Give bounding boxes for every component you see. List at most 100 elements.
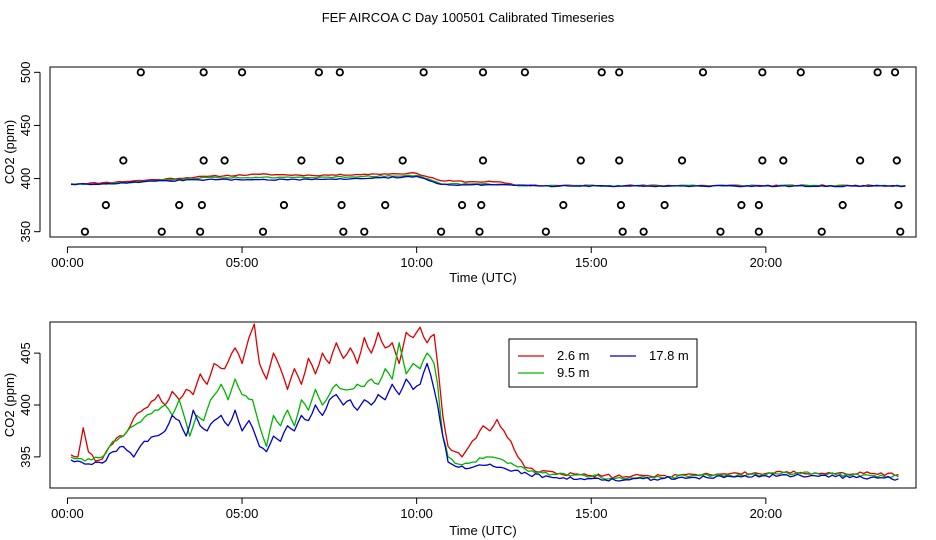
calibration-point [677, 156, 687, 165]
calibration-point [541, 227, 550, 236]
calibration-point [477, 201, 486, 210]
calibration-point [615, 68, 624, 77]
calibration-point [199, 68, 208, 77]
calibration-point [360, 227, 369, 236]
calibration-point [337, 201, 346, 210]
calibration-point [436, 227, 446, 236]
calibration-point [419, 68, 428, 77]
calibration-point [80, 227, 90, 236]
calibration-point [197, 201, 206, 210]
calibration-point [754, 227, 763, 236]
calibration-point [890, 68, 900, 77]
calibration-point [475, 227, 484, 236]
calibration-point [779, 156, 788, 165]
calibration-point [478, 68, 488, 77]
calibration-point [873, 68, 882, 77]
bottom-x-tick-label: 00:00 [51, 506, 84, 521]
calibration-point [237, 68, 247, 77]
calibration-point [101, 201, 110, 210]
top-series-lines [70, 172, 906, 188]
calibration-point [758, 68, 767, 77]
calibration-point [196, 227, 205, 236]
bottom-x-tick-label: 15:00 [575, 506, 608, 521]
bottom-y-axis-label: CO2 (ppm) [2, 373, 17, 437]
top-plot-frame [49, 66, 917, 238]
series-line-2-6m [70, 323, 899, 479]
calibration-point [297, 156, 306, 165]
top-x-tick-label: 00:00 [51, 255, 84, 270]
calibration-point [136, 68, 145, 77]
calibration-point [520, 68, 530, 77]
calibration-point [339, 227, 348, 236]
bottom-x-tick-label: 05:00 [226, 506, 259, 521]
calibration-point [258, 227, 268, 236]
calibration-point [618, 227, 627, 236]
top-x-tick-label: 15:00 [575, 255, 608, 270]
bottom-y-tick-label: 405 [18, 342, 33, 364]
legend-box [508, 338, 698, 388]
bottom-x-tick-label: 20:00 [750, 506, 783, 521]
top-calibration-points [80, 68, 905, 236]
top-series-17-8m [70, 175, 906, 188]
calibration-point [639, 227, 648, 236]
bottom-plot-frame [49, 321, 917, 489]
top-x-tick-label: 10:00 [400, 255, 433, 270]
calibration-point [199, 156, 208, 165]
bottom-y-axis: 395 400 405 [18, 342, 41, 468]
calibration-point [175, 201, 184, 210]
top-y-tick-label: 450 [18, 115, 33, 137]
calibration-point [398, 156, 407, 165]
bottom-x-axis: 00:00 05:00 10:00 15:00 20:00 [51, 497, 783, 521]
bottom-panel: 395 400 405 00:00 05:00 10:00 15:00 20:00 2.6 … [2, 321, 917, 538]
legend-label-2-6m: 2.6 m [557, 348, 590, 363]
calibration-point [754, 201, 763, 210]
calibration-point [335, 68, 344, 77]
calibration-point [894, 201, 903, 210]
top-x-tick-label: 05:00 [226, 255, 259, 270]
legend-label-17-8m: 17.8 m [649, 348, 689, 363]
top-x-axis: 00:00 05:00 10:00 15:00 20:00 [51, 246, 783, 270]
top-x-axis-label: Time (UTC) [449, 270, 516, 285]
calibration-point [616, 201, 626, 210]
calibration-point [597, 68, 606, 77]
calibration-point [119, 156, 128, 165]
bottom-series-lines [70, 323, 899, 482]
calibration-point [758, 156, 767, 165]
calibration-point [716, 227, 725, 236]
calibration-point [559, 201, 568, 210]
calibration-point [478, 156, 488, 165]
calibration-point [457, 201, 467, 210]
top-y-axis-label: CO2 (ppm) [2, 120, 17, 184]
calibration-point [796, 68, 805, 77]
calibration-point [220, 156, 229, 165]
bottom-y-tick-label: 395 [18, 446, 33, 468]
legend: 2.6 m 17.8 m 9.5 m [508, 338, 698, 388]
top-y-tick-label: 500 [18, 61, 33, 83]
calibration-point [615, 156, 624, 165]
top-x-tick-label: 20:00 [750, 255, 783, 270]
calibration-point [279, 201, 289, 210]
calibration-point [838, 201, 847, 210]
top-y-tick-label: 400 [18, 168, 33, 190]
bottom-y-tick-label: 400 [18, 394, 33, 416]
series-line-17-8m [70, 362, 899, 482]
top-panel: 350 400 450 500 00:00 05:00 10:00 15:00 20:00 T… [2, 61, 917, 285]
bottom-x-axis-label: Time (UTC) [449, 523, 516, 538]
top-y-axis: 350 400 450 500 [18, 61, 41, 243]
series-line-9-5m [70, 342, 899, 480]
top-y-tick-label: 350 [18, 221, 33, 243]
calibration-point [660, 201, 669, 210]
calibration-point [896, 227, 905, 236]
calibration-point [737, 201, 746, 210]
calibration-point [381, 201, 390, 210]
calibration-point [314, 68, 323, 77]
calibration-point [157, 227, 166, 236]
calibration-point [856, 156, 865, 165]
calibration-point [576, 156, 585, 165]
calibration-point [698, 68, 708, 77]
figure-title: FEF AIRCOA C Day 100501 Calibrated Times… [322, 10, 615, 25]
bottom-x-tick-label: 10:00 [400, 506, 433, 521]
calibration-point [335, 156, 344, 165]
